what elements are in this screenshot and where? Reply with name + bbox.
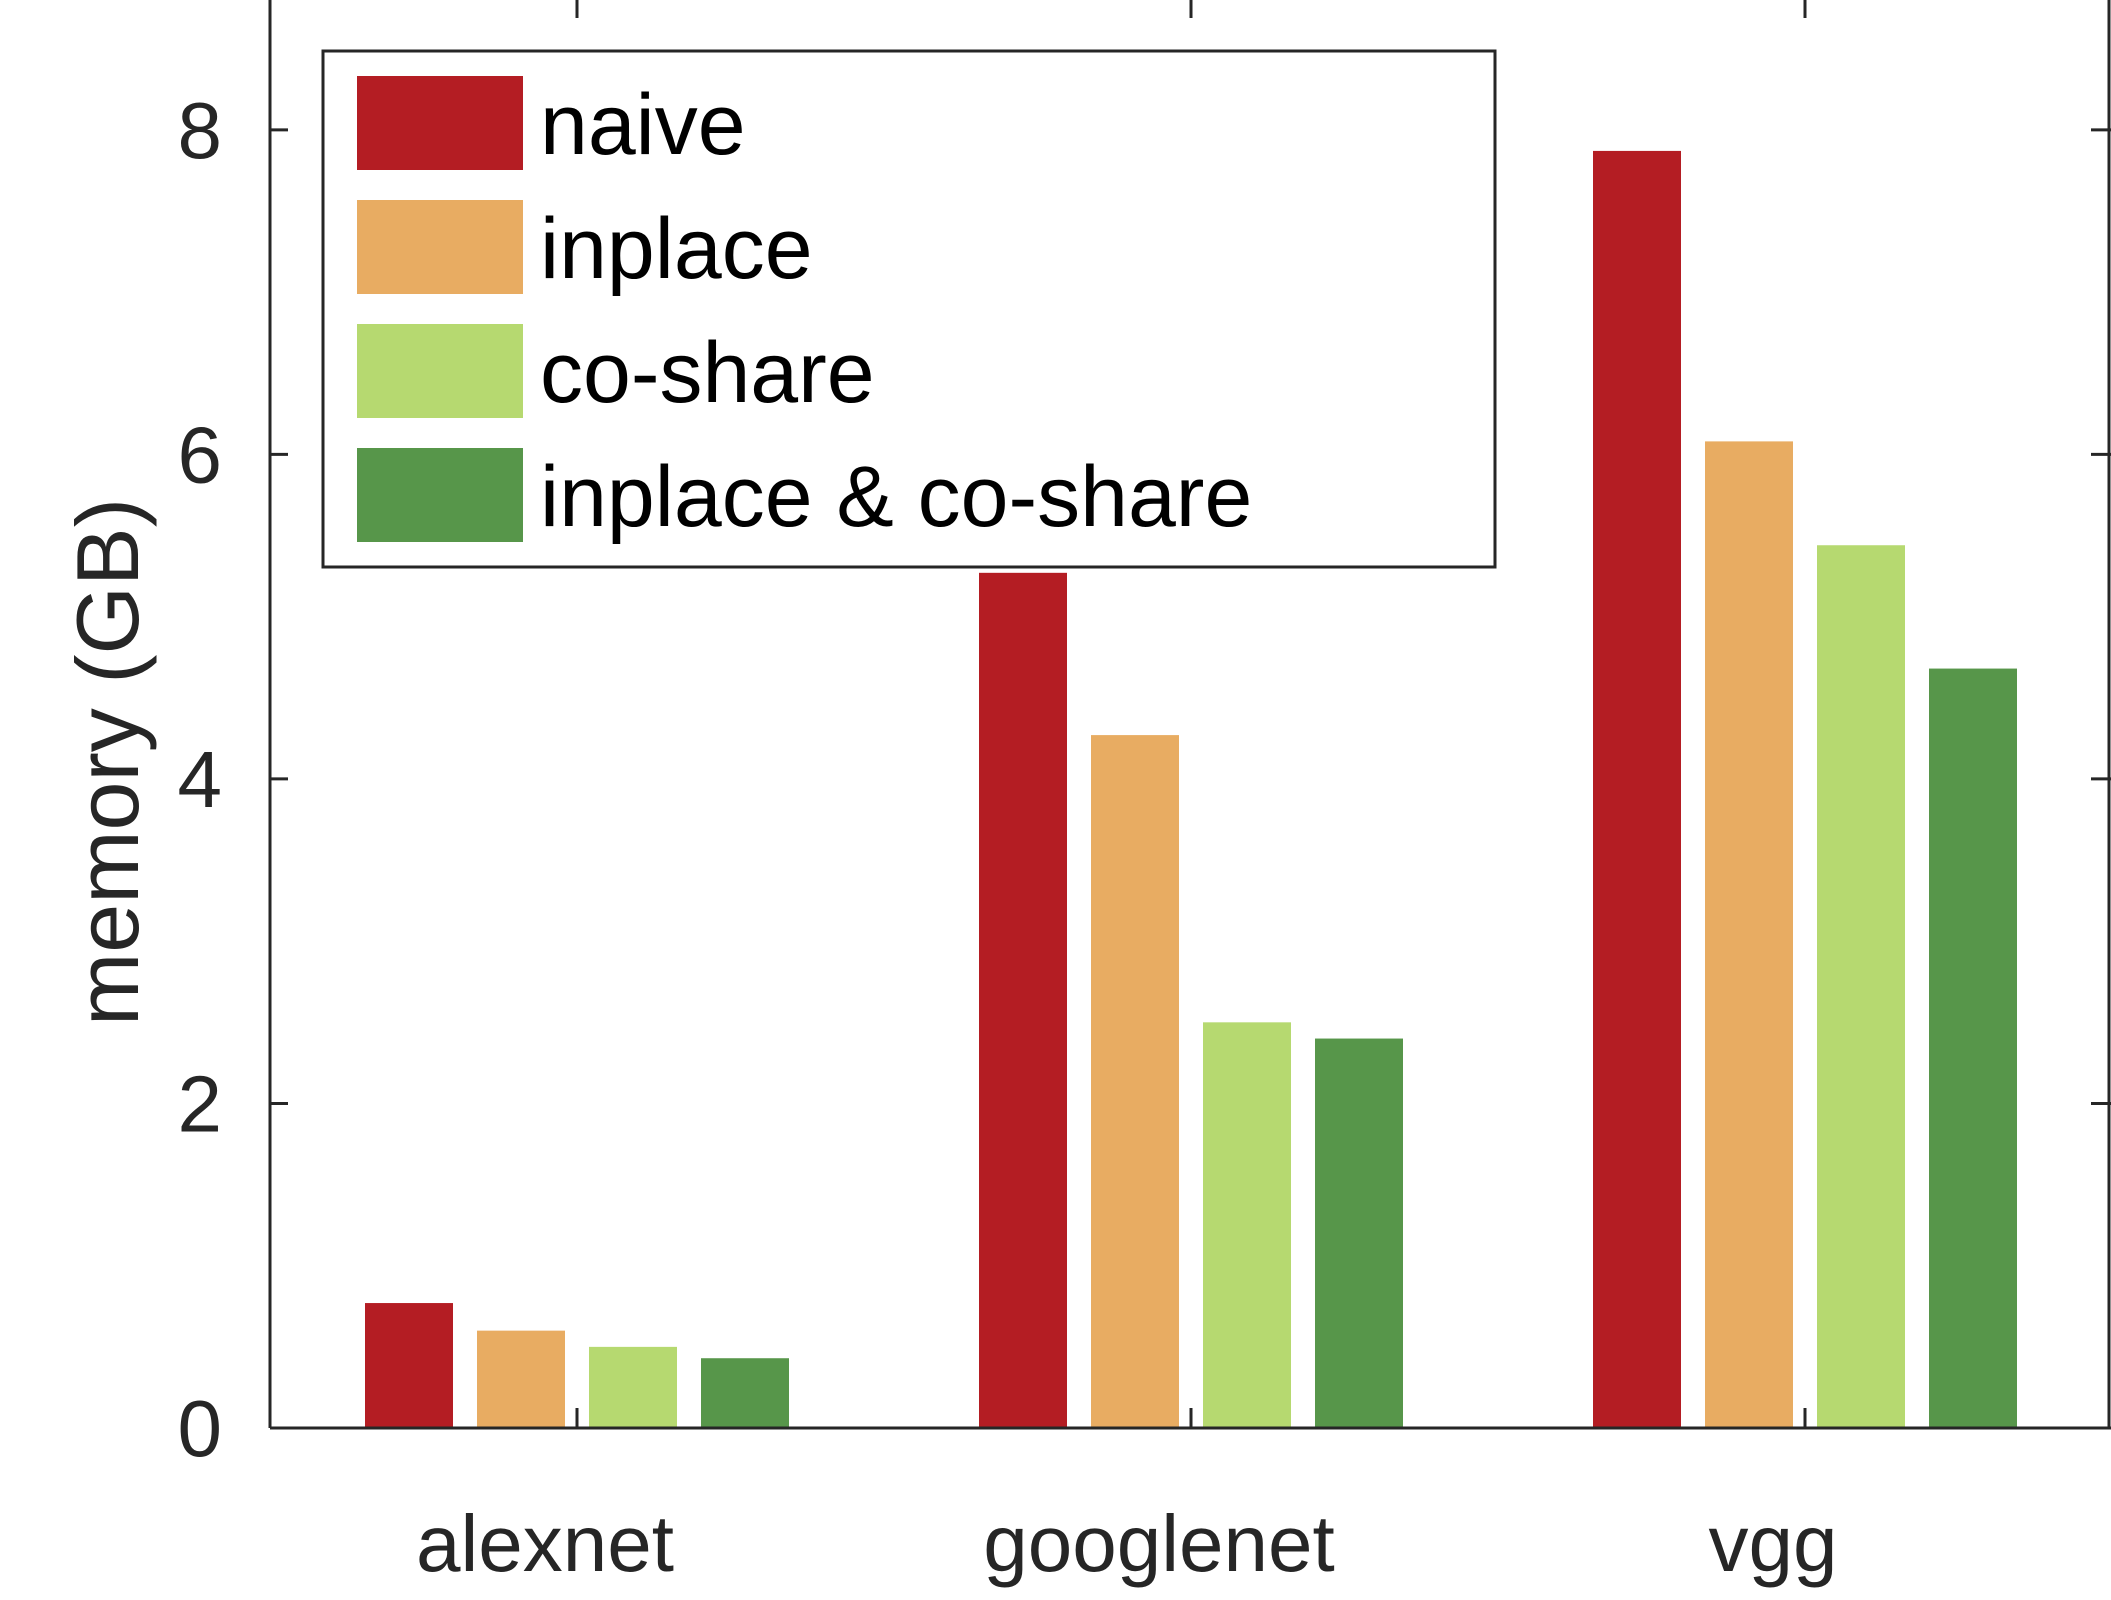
y-tick-label: 6 (178, 410, 223, 499)
y-tick-label: 4 (178, 735, 223, 824)
y-tick-label: 2 (178, 1059, 223, 1148)
bar-naive-vgg (1593, 150, 1681, 1429)
bar-inplace-co-share-googlenet (1315, 1038, 1403, 1428)
legend-label: inplace (540, 201, 813, 297)
legend-label: naive (540, 77, 746, 173)
bar-inplace-co-share-vgg (1929, 668, 2017, 1428)
y-tick-label: 0 (178, 1384, 223, 1473)
bar-co-share-alexnet (589, 1346, 677, 1428)
legend-swatch (357, 324, 523, 418)
bar-inplace-alexnet (477, 1330, 565, 1428)
axes-layer: 0 2 4 6 8 alexnet googlenet vgg (178, 0, 2111, 1588)
bar-co-share-googlenet (1203, 1022, 1291, 1428)
bar-inplace-co-share-alexnet (701, 1358, 789, 1428)
bars-layer (365, 150, 2017, 1429)
legend-swatch (357, 76, 523, 170)
bar-co-share-vgg (1817, 545, 1905, 1428)
legend-swatch (357, 448, 523, 542)
x-tick-label-alexnet: alexnet (416, 1499, 674, 1588)
legend-label: inplace & co-share (540, 449, 1252, 545)
x-tick-label-googlenet: googlenet (983, 1499, 1334, 1588)
x-tick-label-vgg: vgg (1709, 1499, 1838, 1588)
legend-label: co-share (540, 325, 875, 421)
bar-inplace-vgg (1705, 441, 1793, 1428)
legend-swatch (357, 200, 523, 294)
y-tick-label: 8 (178, 86, 223, 175)
bar-naive-googlenet (979, 572, 1067, 1428)
bar-inplace-googlenet (1091, 735, 1179, 1428)
legend: naive inplace co-share inplace & co-share (321, 49, 1497, 569)
bar-naive-alexnet (365, 1303, 453, 1428)
y-axis-title: memory (GB) (58, 498, 157, 1026)
